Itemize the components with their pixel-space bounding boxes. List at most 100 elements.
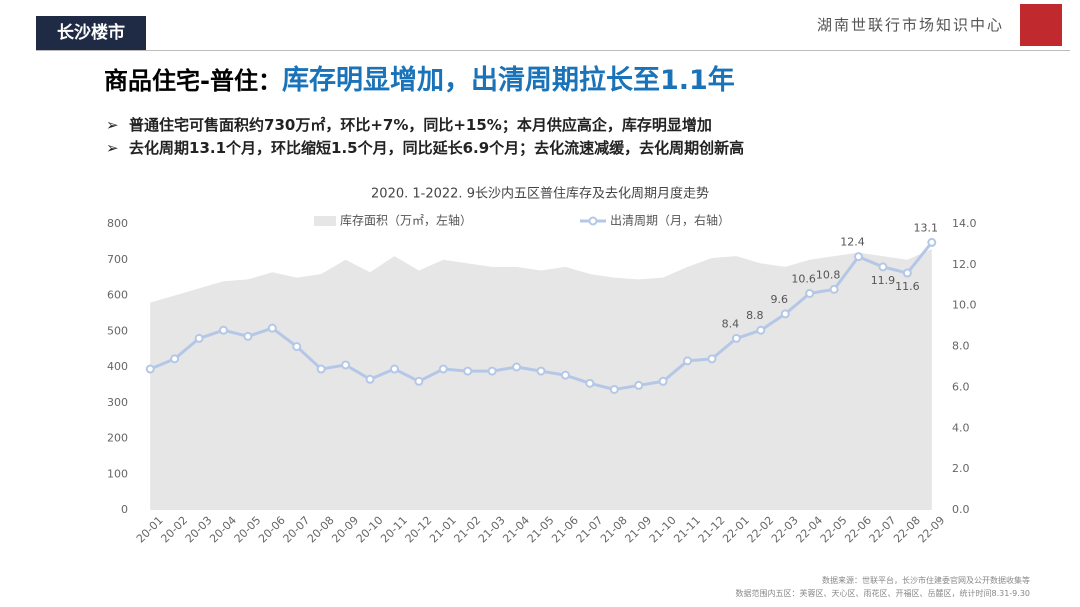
data-label: 9.6 bbox=[770, 293, 788, 306]
point bbox=[536, 366, 546, 376]
point bbox=[829, 284, 839, 294]
x-tick-label: 20-11 bbox=[378, 514, 410, 546]
point bbox=[927, 237, 937, 247]
x-tick-label: 21-11 bbox=[671, 514, 703, 546]
point bbox=[683, 356, 693, 366]
x-tick-label: 22-04 bbox=[793, 514, 825, 546]
y2-tick-label: 10.0 bbox=[952, 299, 977, 312]
legend-swatch bbox=[588, 216, 598, 226]
headline-lead: 商品住宅-普住： bbox=[104, 67, 282, 95]
point bbox=[560, 370, 570, 380]
data-label: 11.9 bbox=[871, 274, 896, 287]
area bbox=[150, 249, 932, 510]
x-tick-label: 22-01 bbox=[720, 514, 752, 546]
point bbox=[487, 366, 497, 376]
point bbox=[414, 376, 424, 386]
data-label: 13.1 bbox=[914, 221, 939, 234]
y2-tick-label: 2.0 bbox=[952, 462, 970, 475]
point bbox=[389, 364, 399, 374]
headline: 商品住宅-普住：库存明显增加，出清周期拉长至1.1年 bbox=[104, 58, 735, 97]
x-tick-label: 21-10 bbox=[647, 514, 679, 546]
point bbox=[145, 364, 155, 374]
x-tick-label: 21-09 bbox=[622, 514, 654, 546]
point bbox=[731, 333, 741, 343]
x-tick-label: 20-07 bbox=[281, 514, 313, 546]
chart: 2020. 1-2022. 9长沙内五区普住库存及去化周期月度走势 0 100 20… bbox=[107, 186, 977, 546]
x-tick-label: 22-03 bbox=[769, 514, 801, 546]
chart-title: 2020. 1-2022. 9长沙内五区普住库存及去化周期月度走势 bbox=[371, 186, 709, 202]
x-tick-label: 21-05 bbox=[525, 514, 557, 546]
x-tick-label: 20-10 bbox=[354, 514, 386, 546]
x-tick-label: 20-01 bbox=[134, 514, 166, 546]
point bbox=[658, 376, 668, 386]
point bbox=[438, 364, 448, 374]
point bbox=[609, 384, 619, 394]
data-label: 11.6 bbox=[895, 280, 920, 293]
x-tick-label: 21-01 bbox=[427, 514, 459, 546]
point bbox=[805, 288, 815, 298]
org-name: 湖南世联行市场知识中心 bbox=[816, 16, 1004, 34]
point bbox=[341, 360, 351, 370]
x-tick-label: 21-07 bbox=[574, 514, 606, 546]
y-tick-label: 100 bbox=[107, 467, 128, 480]
x-tick-label: 21-12 bbox=[696, 514, 728, 546]
y-tick-label: 0 bbox=[121, 503, 128, 516]
x-tick-label: 22-07 bbox=[867, 514, 899, 546]
y-tick-label: 500 bbox=[107, 324, 128, 337]
x-tick-label: 20-04 bbox=[207, 514, 239, 546]
x-tick-label: 21-08 bbox=[598, 514, 630, 546]
x-tick-label: 20-05 bbox=[232, 514, 264, 546]
x-tick-label: 22-09 bbox=[916, 514, 948, 546]
y-tick-label: 300 bbox=[107, 396, 128, 409]
point bbox=[854, 252, 864, 262]
bullet-text: 普通住宅可售面积约730万㎡，环比+7%，同比+15%；本月供应高企，库存明显增… bbox=[129, 116, 712, 134]
y-tick-label: 700 bbox=[107, 253, 128, 266]
x-tick-label: 21-02 bbox=[451, 514, 483, 546]
legend-label: 出清周期（月，右轴） bbox=[610, 213, 730, 228]
y2-tick-label: 6.0 bbox=[952, 380, 970, 393]
point bbox=[512, 362, 522, 372]
x-tick-label: 21-03 bbox=[476, 514, 508, 546]
y-tick-label: 800 bbox=[107, 217, 128, 230]
y-tick-label: 600 bbox=[107, 289, 128, 302]
point bbox=[365, 374, 375, 384]
y-tick-label: 400 bbox=[107, 360, 128, 373]
bullet: ➢ 去化周期13.1个月，环比缩短1.5个月，同比延长6.9个月；去化流速减缓，… bbox=[106, 139, 745, 157]
point bbox=[463, 366, 473, 376]
x-tick-label: 22-05 bbox=[818, 514, 850, 546]
point bbox=[316, 364, 326, 374]
x-tick-label: 20-08 bbox=[305, 514, 337, 546]
logo bbox=[1020, 4, 1062, 46]
x-tick-label: 20-12 bbox=[403, 514, 435, 546]
point bbox=[902, 268, 912, 278]
bullet: ➢ 普通住宅可售面积约730万㎡，环比+7%，同比+15%；本月供应高企，库存明… bbox=[106, 116, 712, 134]
legend-swatch bbox=[314, 216, 336, 226]
x-tick-label: 20-02 bbox=[158, 514, 190, 546]
point bbox=[780, 309, 790, 319]
x-tick-label: 22-06 bbox=[842, 514, 874, 546]
point bbox=[878, 262, 888, 272]
point bbox=[707, 354, 717, 364]
data-label: 8.8 bbox=[746, 309, 764, 322]
data-label: 10.6 bbox=[791, 272, 816, 285]
section-tag: 长沙楼市 bbox=[36, 16, 146, 50]
point bbox=[170, 354, 180, 364]
point bbox=[292, 342, 302, 352]
y2-tick-label: 4.0 bbox=[952, 421, 970, 434]
source: 数据来源：世联平台，长沙市住建委官网及公开数据收集等 bbox=[822, 576, 1030, 585]
y2-tick-label: 8.0 bbox=[952, 340, 970, 353]
x-tick-label: 20-06 bbox=[256, 514, 288, 546]
point bbox=[194, 333, 204, 343]
point bbox=[756, 325, 766, 335]
data-label: 10.8 bbox=[816, 268, 841, 281]
data-label: 12.4 bbox=[840, 236, 865, 249]
headline-main: 库存明显增加，出清周期拉长至1.1年 bbox=[281, 65, 735, 96]
data-label: 8.4 bbox=[722, 317, 740, 330]
y2-tick-label: 0.0 bbox=[952, 503, 970, 516]
bullet-text: 去化周期13.1个月，环比缩短1.5个月，同比延长6.9个月；去化流速减缓，去化… bbox=[129, 139, 745, 157]
point bbox=[267, 323, 277, 333]
source: 数据范围内五区：芙蓉区、天心区、雨花区、开福区、岳麓区，统计时间8.31-9.3… bbox=[735, 589, 1030, 598]
x-tick-label: 21-06 bbox=[549, 514, 581, 546]
divider bbox=[36, 50, 1070, 51]
